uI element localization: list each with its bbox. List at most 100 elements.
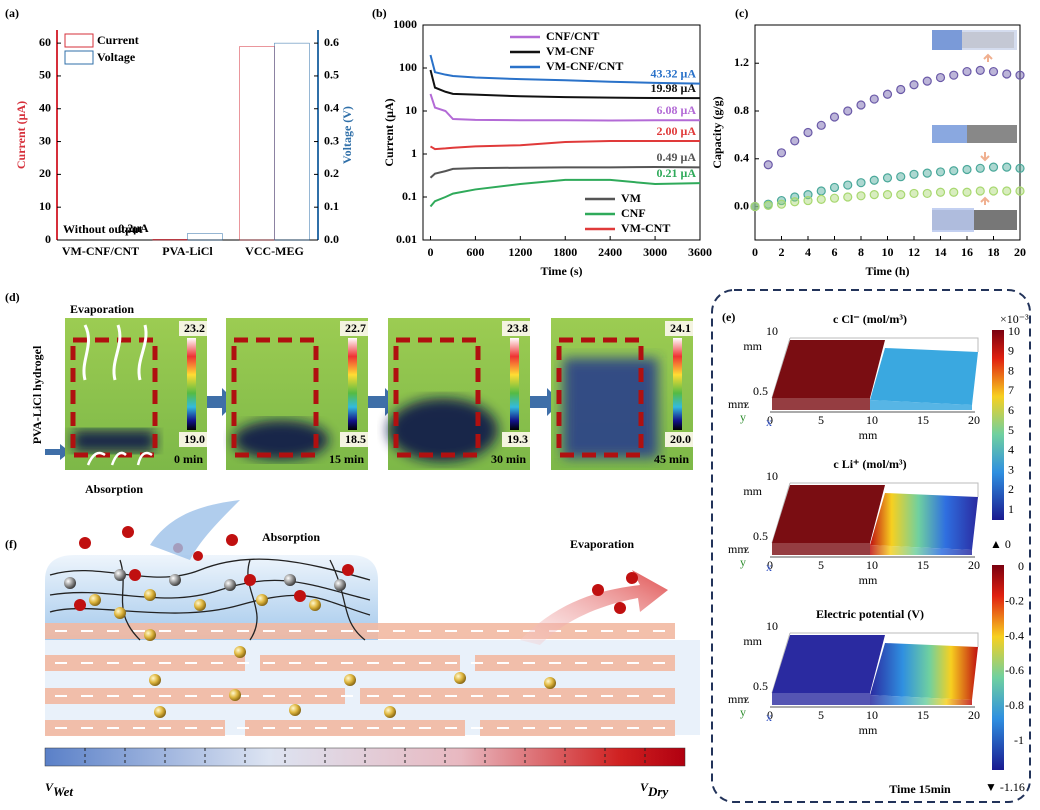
e-time: Time 15min: [889, 782, 951, 796]
y-tick-label: 1000: [393, 17, 417, 31]
e-unit: mm: [743, 339, 762, 353]
y-tick-label: 0.1: [402, 189, 417, 203]
y-label: Current (μA): [14, 101, 28, 169]
cold-region: [233, 420, 329, 460]
x-tick-label: 3000: [643, 245, 667, 259]
line: [429, 178, 701, 208]
block-front: [772, 543, 870, 555]
cb-tick: 1: [1008, 502, 1014, 516]
panel-label: (b): [372, 6, 387, 20]
value-label: 6.08 μA: [657, 103, 697, 117]
point: [975, 163, 985, 173]
time: 0 min: [174, 452, 203, 466]
cold-region: [563, 358, 658, 458]
point: [975, 65, 985, 75]
max-temp: 23.8: [507, 321, 528, 335]
slab-front: [870, 545, 972, 555]
y-tick-label: 0.3: [324, 133, 339, 147]
point: [962, 66, 972, 77]
x-tick-label: 3600: [688, 245, 712, 259]
label-bg: [502, 432, 530, 447]
e-x-tick: 0: [767, 558, 773, 572]
e-x-tick: 20: [968, 558, 980, 572]
y-tick-label: 0.6: [324, 35, 339, 49]
legend-label: Current: [97, 33, 139, 47]
x-tick-label: 16: [961, 245, 973, 259]
x-tick-label: 1200: [508, 245, 532, 259]
x-tick-label: VM-CNF/CNT: [62, 244, 139, 258]
point: [935, 72, 946, 83]
legend-label: VM-CNF: [546, 44, 595, 58]
sample-outline: [70, 337, 158, 458]
point: [882, 190, 893, 200]
legend-label: VM: [621, 191, 641, 205]
value-label: 2.00 μA: [657, 124, 697, 138]
point: [922, 188, 932, 199]
e-unit: mm: [743, 484, 762, 498]
point: [949, 187, 959, 197]
x-tick-label: 4: [805, 245, 811, 259]
axis-letter: x: [766, 415, 772, 429]
flow-arrow: [110, 451, 127, 466]
annotation: Without output: [63, 222, 142, 236]
slab-front: [870, 695, 972, 705]
e-unit: mm: [859, 428, 878, 442]
point: [922, 168, 932, 178]
cb-tick: -0.6: [1005, 663, 1024, 677]
e-x-tick: 15: [917, 558, 929, 572]
y-tick-label: 10: [39, 199, 51, 213]
cb-tick: 5: [1008, 423, 1014, 437]
sample-outline: [393, 337, 481, 458]
point: [816, 194, 826, 204]
d-side-label: PVA-LiCl hydrogel: [30, 345, 44, 444]
point: [843, 106, 853, 116]
legend-swatch: [64, 50, 94, 65]
label-bg: [179, 321, 207, 336]
e-x-tick: 5: [818, 558, 824, 572]
flow-arrow: [86, 451, 106, 466]
y-tick-label: 50: [39, 68, 51, 82]
point: [776, 199, 787, 209]
axis-letter: z: [744, 692, 749, 706]
y-label: Capacity (g/g): [710, 96, 724, 168]
cb-tick: 6: [1008, 403, 1014, 417]
point: [790, 136, 800, 146]
colorbar: [992, 565, 1004, 770]
e-y-tick: 10: [766, 469, 778, 483]
cb-tick: 4: [1008, 443, 1014, 457]
point: [988, 66, 999, 77]
e-y-tick: 0.5: [753, 384, 768, 398]
f-illustration: [44, 500, 700, 767]
e-x-tick: 20: [968, 413, 980, 427]
axis-letter: y: [740, 410, 746, 424]
legend-label: Voltage: [97, 50, 136, 64]
v-wet: VWet: [45, 780, 73, 799]
cold-region: [73, 430, 155, 452]
flow-arrow: [136, 451, 153, 466]
cb-min: ▲ 0: [990, 537, 1011, 551]
grid-box: [771, 482, 979, 544]
sub: Dry: [647, 784, 668, 799]
panel-label: (e): [722, 310, 735, 324]
y-tick-label: 0.0: [734, 198, 749, 212]
value-label: 0.21 μA: [657, 166, 697, 180]
point: [909, 80, 919, 90]
x-tick-label: 10: [882, 245, 894, 259]
sample-outline: [231, 337, 319, 458]
line: [429, 69, 701, 100]
e-plot-title: Electric potential (V): [816, 607, 924, 621]
flow-arrow: [137, 324, 148, 381]
y-tick-label: 0.5: [324, 68, 339, 82]
x-label: Time (s): [540, 264, 582, 278]
y-tick-label: 0.8: [734, 103, 749, 117]
point: [882, 173, 893, 183]
point: [949, 166, 959, 176]
point: [988, 162, 999, 172]
cb-tick: 0: [1018, 559, 1024, 573]
plot-frame: [422, 24, 701, 241]
legend-swatch: [64, 33, 94, 48]
point: [896, 190, 906, 200]
label-bg: [179, 432, 207, 447]
x-tick-label: 1800: [553, 245, 577, 259]
e-y-tick: 0.5: [753, 529, 768, 543]
